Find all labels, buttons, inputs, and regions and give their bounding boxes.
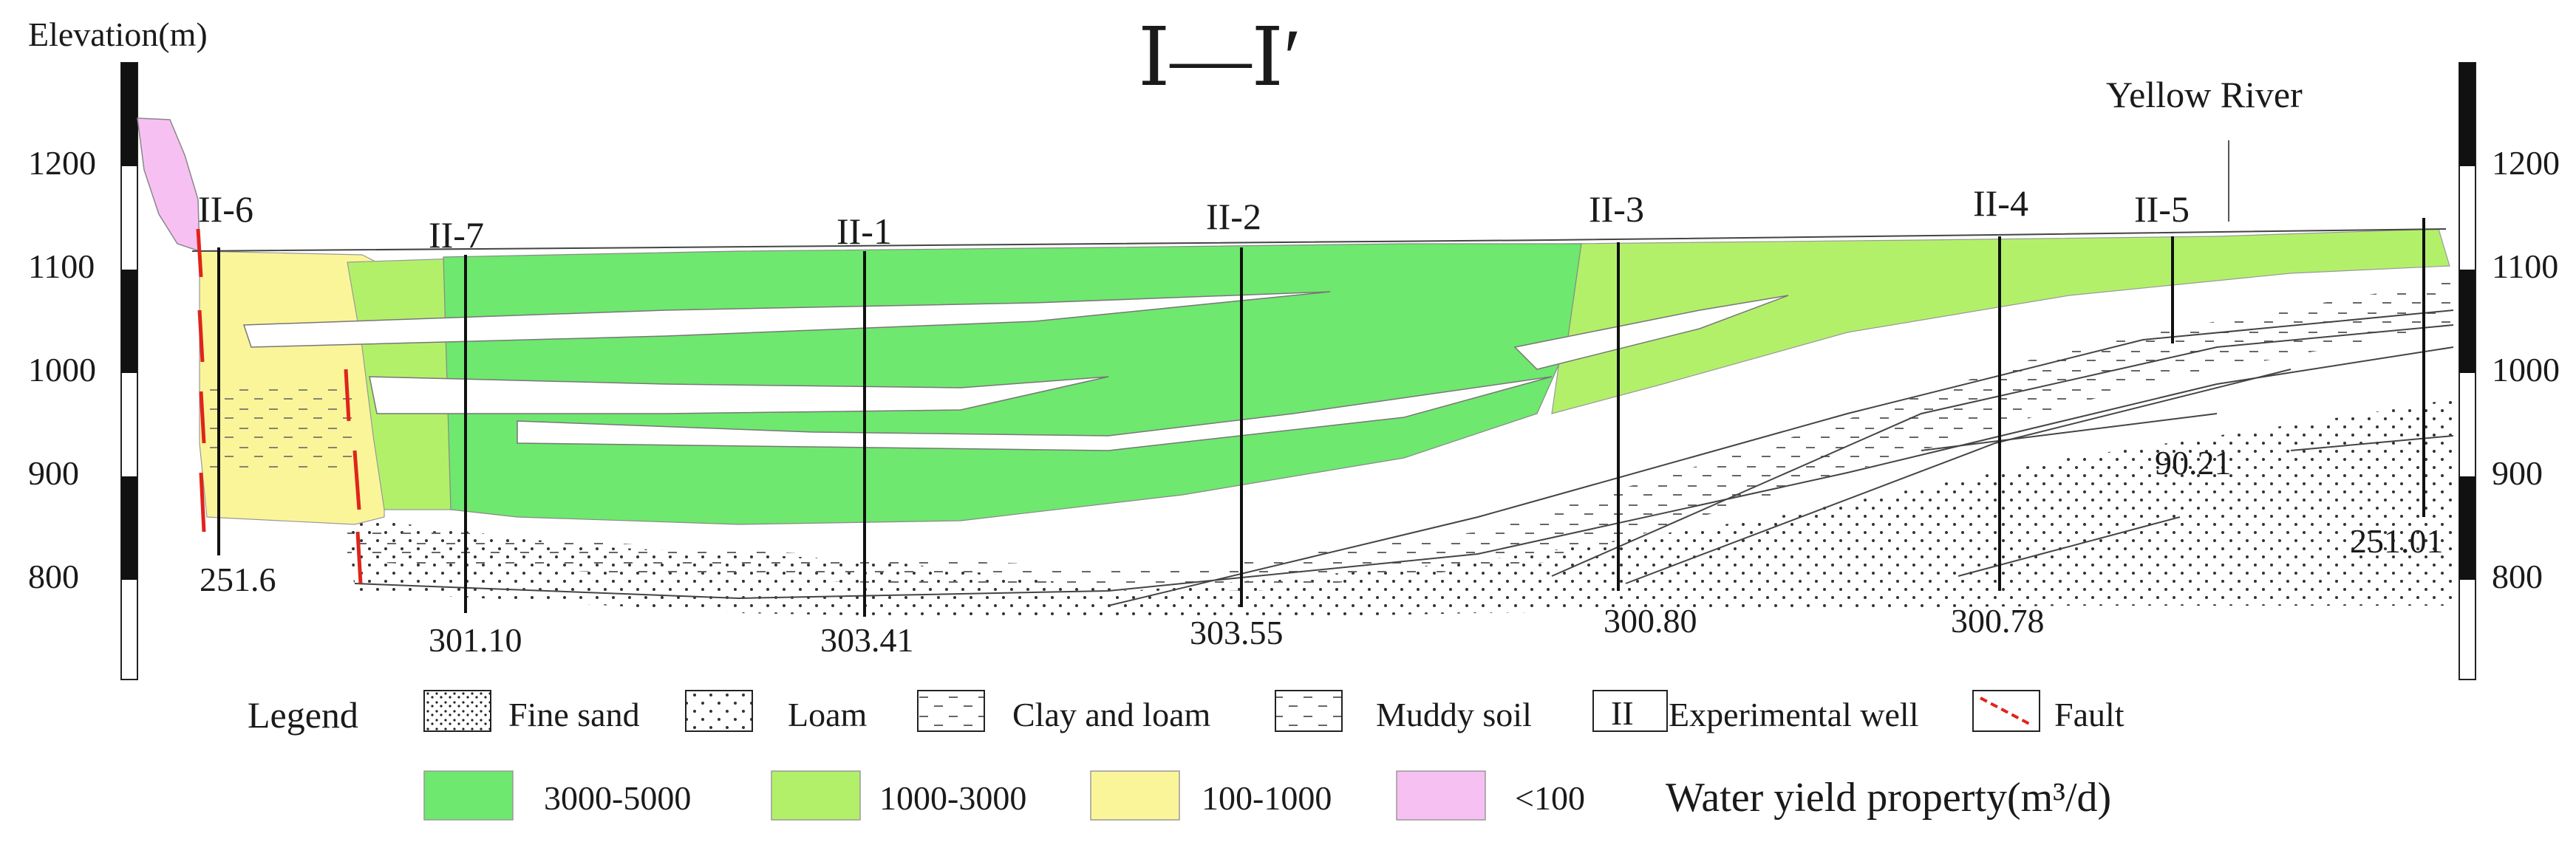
tick-label: 1200 [28, 144, 96, 182]
left-elevation-bar [120, 62, 138, 680]
river-label: Yellow River [2106, 74, 2303, 115]
tick-label: 1000 [2492, 351, 2560, 389]
well-depth: 303.55 [1190, 614, 1284, 651]
strata-lines [191, 228, 2454, 606]
yield-label-3000-5000: 3000-5000 [544, 779, 691, 817]
well-II-7: II-7 301.10 [429, 214, 522, 659]
tick-label: 1000 [28, 351, 96, 389]
well-label: II-2 [1206, 196, 1261, 237]
zone-1000-3000-right [1551, 228, 2450, 414]
fault-icon [1980, 696, 2033, 727]
tick-labels-left: 1200 1100 1000 900 800 [28, 144, 96, 595]
tick-label: 1100 [28, 247, 95, 285]
well-depth: 90.21 [2155, 444, 2232, 482]
well-label: II-1 [836, 210, 892, 252]
clay-loam-swatch [917, 690, 985, 732]
well-II-2: II-2 303.55 [1190, 196, 1284, 651]
yield-swatch-3000-5000 [423, 770, 514, 821]
yield-label-1000-3000: 1000-3000 [879, 779, 1026, 817]
legend-clay-loam: Clay and loam [1012, 696, 1210, 733]
well-label: II-4 [1973, 182, 2028, 224]
tick-label: 800 [28, 558, 79, 595]
tick-labels-right: 1200 1100 1000 900 800 [2492, 144, 2560, 595]
well-right: 251.01 [2350, 218, 2444, 560]
well-depth: 251.01 [2350, 522, 2444, 560]
well-depth: 251.6 [200, 561, 276, 598]
clay-band [347, 281, 2453, 591]
legend-heading: Legend [248, 694, 358, 736]
tick-label: 1200 [2492, 144, 2560, 182]
fault-lines [196, 228, 363, 584]
legend-loam: Loam [788, 696, 868, 733]
well-depth: 300.78 [1951, 602, 2045, 640]
well-II-4: II-4 300.78 [1951, 182, 2045, 640]
clay-lenses [242, 291, 1789, 451]
legend-fault: Fault [2054, 696, 2124, 733]
zone-lt-100 [137, 117, 200, 253]
well-II-5: II-5 90.21 [2134, 188, 2232, 482]
tick-label: 800 [2492, 558, 2543, 595]
well-label: II-7 [429, 214, 484, 256]
legend-experimental-well: Experimental well [1669, 696, 1919, 733]
well-depth: 300.80 [1604, 602, 1697, 640]
well-depth: 301.10 [429, 621, 522, 659]
muddy-soil-swatch [1275, 690, 1343, 732]
well-II-6: II-6 251.6 [198, 188, 276, 598]
tick-label: 900 [2492, 454, 2543, 492]
fine-sand-swatch [423, 690, 491, 732]
legend: Legend Fine sand Loam Clay and loam Mudd… [248, 690, 2124, 821]
yellow-hatch [205, 384, 353, 473]
yield-swatch-100-1000 [1090, 770, 1180, 821]
yield-swatch-lt-100 [1396, 770, 1486, 821]
well-II-3: II-3 300.80 [1589, 188, 1697, 640]
well-swatch [1592, 690, 1668, 732]
tick-label: 1100 [2492, 247, 2558, 285]
legend-fine-sand: Fine sand [508, 696, 640, 733]
yield-swatch-1000-3000 [771, 770, 861, 821]
y-axis-label: Elevation(m) [28, 16, 208, 53]
well-symbol: II [1611, 694, 1634, 732]
well-II-1: II-1 303.41 [820, 210, 914, 659]
yield-label-lt-100: <100 [1515, 779, 1585, 817]
legend-muddy-soil: Muddy soil [1376, 696, 1532, 733]
well-label: II-6 [198, 188, 253, 230]
tick-label: 900 [28, 454, 79, 492]
section-title: Ⅰ—Ⅰ′ [1138, 13, 1301, 103]
right-elevation-bar [2459, 62, 2476, 680]
yield-title: Water yield property(m³/d) [1666, 775, 2111, 821]
yield-label-100-1000: 100-1000 [1202, 779, 1332, 817]
loam-swatch [685, 690, 753, 732]
well-depth: 303.41 [820, 621, 914, 659]
well-label: II-5 [2134, 188, 2190, 230]
well-label: II-3 [1589, 188, 1644, 230]
